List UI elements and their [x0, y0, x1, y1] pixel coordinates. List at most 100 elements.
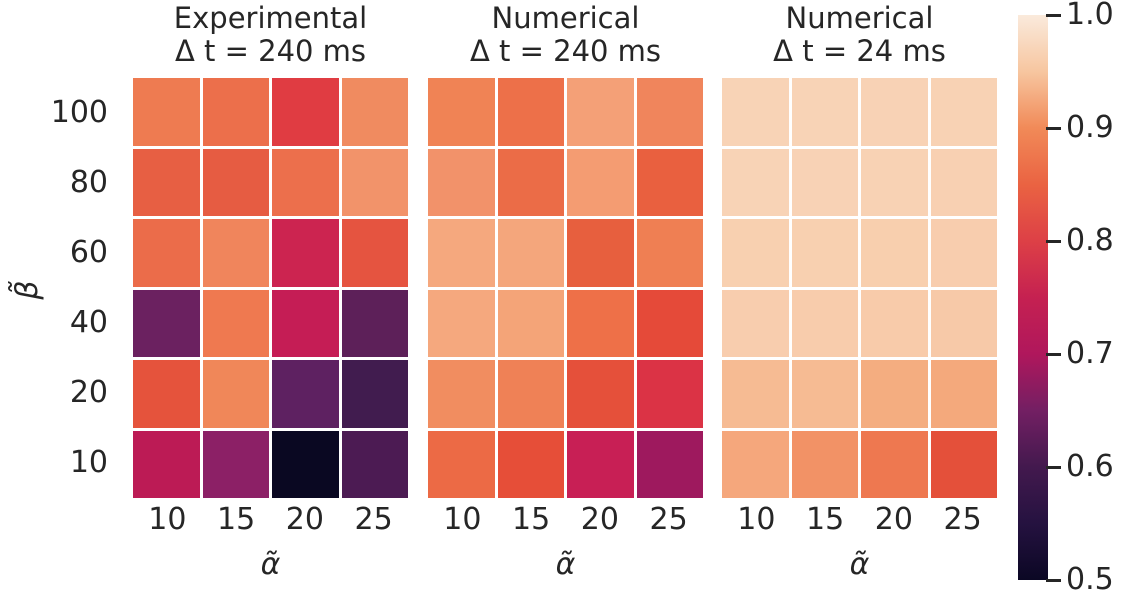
- x-axis-label-3: α̃: [849, 547, 870, 582]
- heatmap-cell-b20-a15: [791, 360, 858, 428]
- heatmap-cell-b20-a20: [272, 360, 339, 428]
- heatmap-cell-b80-a10: [428, 148, 495, 216]
- heatmap-cell-b40-a15: [497, 289, 564, 357]
- heatmap-cell-b100-a15: [791, 78, 858, 146]
- heatmap-cell-b40-a25: [636, 289, 703, 357]
- heatmap-cell-b60-a20: [861, 219, 928, 287]
- heatmap-cell-b40-a10: [722, 289, 789, 357]
- colorbar-tick-mark: [1046, 578, 1061, 582]
- x-tick-label: 15: [217, 502, 256, 537]
- heatmap-cell-b20-a20: [861, 360, 928, 428]
- heatmap-cell-b10-a25: [930, 430, 997, 498]
- heatmap-cell-b100-a25: [636, 78, 703, 146]
- x-tick-labels-1: 10 15 20 25: [133, 502, 408, 538]
- y-tick-label: 40: [69, 305, 108, 340]
- heatmap-cell-b40-a10: [133, 289, 200, 357]
- heatmap-cell-b100-a25: [930, 78, 997, 146]
- heatmap-cell-b10-a20: [861, 430, 928, 498]
- heatmap-cell-b10-a20: [272, 430, 339, 498]
- heatmap-cell-b100-a15: [497, 78, 564, 146]
- heatmap-cell-b20-a15: [202, 360, 269, 428]
- heatmap-cell-b80-a25: [636, 148, 703, 216]
- y-tick-label: 80: [69, 165, 108, 200]
- heatmap-cell-b20-a10: [722, 360, 789, 428]
- heatmap-cell-b80-a10: [133, 148, 200, 216]
- x-axis-label-1: α̃: [260, 547, 281, 582]
- heatmap-cell-b100-a20: [272, 78, 339, 146]
- heatmap-cell-b100-a10: [722, 78, 789, 146]
- heatmap-cell-b80-a20: [567, 148, 634, 216]
- heatmap-cell-b40-a20: [567, 289, 634, 357]
- heatmap-cell-b60-a10: [428, 219, 495, 287]
- colorbar-tick-label: 0.8: [1066, 223, 1114, 258]
- panel-title-3-line1: Numerical: [785, 1, 934, 35]
- heatmap-cell-b10-a15: [497, 430, 564, 498]
- heatmap-cell-b60-a15: [202, 219, 269, 287]
- x-axis-label-2: α̃: [555, 547, 576, 582]
- heatmap-cell-b40-a15: [202, 289, 269, 357]
- colorbar-tick-label: 0.6: [1066, 449, 1114, 484]
- colorbar-tick-mark: [1046, 13, 1061, 17]
- heatmap-cell-b60-a15: [791, 219, 858, 287]
- panel-title-3: Numerical Δ t = 24 ms: [722, 2, 997, 68]
- heatmap-cell-b80-a15: [791, 148, 858, 216]
- heatmap-cell-b60-a25: [930, 219, 997, 287]
- x-tick-label: 20: [874, 502, 913, 537]
- colorbar-tick-label: 0.5: [1066, 562, 1114, 596]
- heatmap-cell-b20-a25: [341, 360, 408, 428]
- heatmap-cell-b60-a15: [497, 219, 564, 287]
- heatmap-cell-b100-a15: [202, 78, 269, 146]
- x-tick-label: 10: [148, 502, 187, 537]
- heatmap-cell-b40-a20: [861, 289, 928, 357]
- heatmap-cell-b10-a10: [428, 430, 495, 498]
- x-tick-label: 20: [580, 502, 619, 537]
- x-tick-label: 20: [285, 502, 324, 537]
- panel-title-1: Experimental Δ t = 240 ms: [133, 2, 408, 68]
- heatmap-cell-b10-a15: [791, 430, 858, 498]
- heatmap-cell-b10-a10: [133, 430, 200, 498]
- heatmap-cell-b60-a10: [133, 219, 200, 287]
- heatmap-cell-b40-a25: [930, 289, 997, 357]
- colorbar-tick-mark: [1046, 465, 1061, 469]
- panel-title-2: Numerical Δ t = 240 ms: [428, 2, 703, 68]
- heatmap-cell-b80-a25: [930, 148, 997, 216]
- y-tick-label: 100: [50, 95, 108, 130]
- panel-title-3-line2: Δ t = 24 ms: [773, 34, 946, 68]
- y-tick-label: 10: [69, 445, 108, 480]
- heatmap-cell-b100-a10: [428, 78, 495, 146]
- heatmap-cell-b20-a10: [428, 360, 495, 428]
- heatmap-cell-b10-a25: [636, 430, 703, 498]
- colorbar-tick-mark: [1046, 352, 1061, 356]
- colorbar-tick-label: 1.0: [1066, 0, 1114, 32]
- heatmap-cell-b60-a25: [341, 219, 408, 287]
- heatmap-cell-b60-a20: [272, 219, 339, 287]
- heatmap-cell-b20-a10: [133, 360, 200, 428]
- heatmap-cell-b20-a25: [636, 360, 703, 428]
- y-tick-label: 60: [69, 235, 108, 270]
- x-tick-labels-3: 10 15 20 25: [722, 502, 997, 538]
- x-tick-label: 15: [806, 502, 845, 537]
- heatmap-cell-b60-a20: [567, 219, 634, 287]
- heatmap-cell-b40-a20: [272, 289, 339, 357]
- heatmap-cell-b20-a20: [567, 360, 634, 428]
- x-tick-label: 10: [737, 502, 776, 537]
- colorbar: [1018, 15, 1048, 580]
- heatmap-cell-b10-a25: [341, 430, 408, 498]
- heatmap-cell-b40-a10: [428, 289, 495, 357]
- panel-title-2-line1: Numerical: [491, 1, 640, 35]
- y-tick-label: 20: [69, 375, 108, 410]
- x-tick-label: 15: [512, 502, 551, 537]
- heatmap-cell-b80-a10: [722, 148, 789, 216]
- x-tick-label: 25: [354, 502, 393, 537]
- heatmap-cell-b80-a15: [202, 148, 269, 216]
- panel-title-1-line1: Experimental: [173, 1, 368, 35]
- heatmap-cell-b100-a25: [341, 78, 408, 146]
- heatmap-cell-b60-a10: [722, 219, 789, 287]
- colorbar-tick-mark: [1046, 126, 1061, 130]
- heatmap-cell-b100-a20: [567, 78, 634, 146]
- heatmap-cell-b40-a15: [791, 289, 858, 357]
- panel-title-2-line2: Δ t = 240 ms: [469, 34, 662, 68]
- heatmap-cell-b10-a20: [567, 430, 634, 498]
- heatmap-cell-b20-a25: [930, 360, 997, 428]
